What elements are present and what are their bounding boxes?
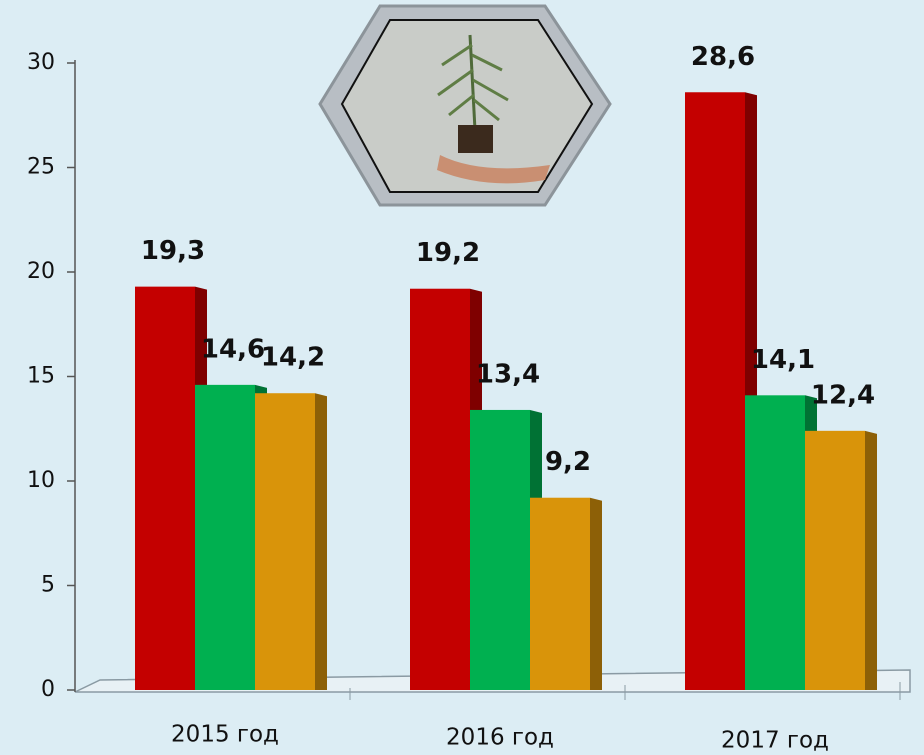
bar: [805, 430, 865, 690]
y-tick-label: 5: [41, 573, 55, 598]
x-tick-label: 2015 год: [171, 722, 279, 748]
value-label: 14,1: [751, 345, 815, 375]
bar: [685, 92, 745, 690]
y-tick-label: 30: [27, 50, 55, 75]
y-tick-label: 0: [41, 677, 55, 702]
bar: [255, 393, 315, 690]
bar: [745, 395, 805, 690]
bar: [470, 409, 530, 690]
value-label: 13,4: [476, 359, 540, 389]
value-label: 12,4: [811, 380, 875, 410]
value-label: 9,2: [545, 447, 591, 477]
photo: [318, 4, 612, 207]
bar: [410, 288, 470, 690]
bar-side: [590, 497, 602, 690]
value-label: 19,3: [141, 236, 205, 266]
bar-side: [315, 393, 327, 690]
bar: [530, 497, 590, 690]
value-label: 14,2: [261, 343, 325, 373]
value-label: 14,6: [201, 334, 265, 364]
y-tick-label: 25: [27, 155, 55, 180]
value-label: 19,2: [416, 238, 480, 268]
x-tick-label: 2016 год: [446, 725, 554, 751]
bar-side: [865, 430, 877, 690]
x-tick-label: 2017 год: [721, 728, 829, 754]
bar: [195, 384, 255, 690]
bar: [135, 286, 195, 690]
y-tick-label: 20: [27, 259, 55, 284]
y-tick-label: 15: [27, 364, 55, 389]
value-label: 28,6: [691, 42, 755, 72]
y-tick-label: 10: [27, 468, 55, 493]
